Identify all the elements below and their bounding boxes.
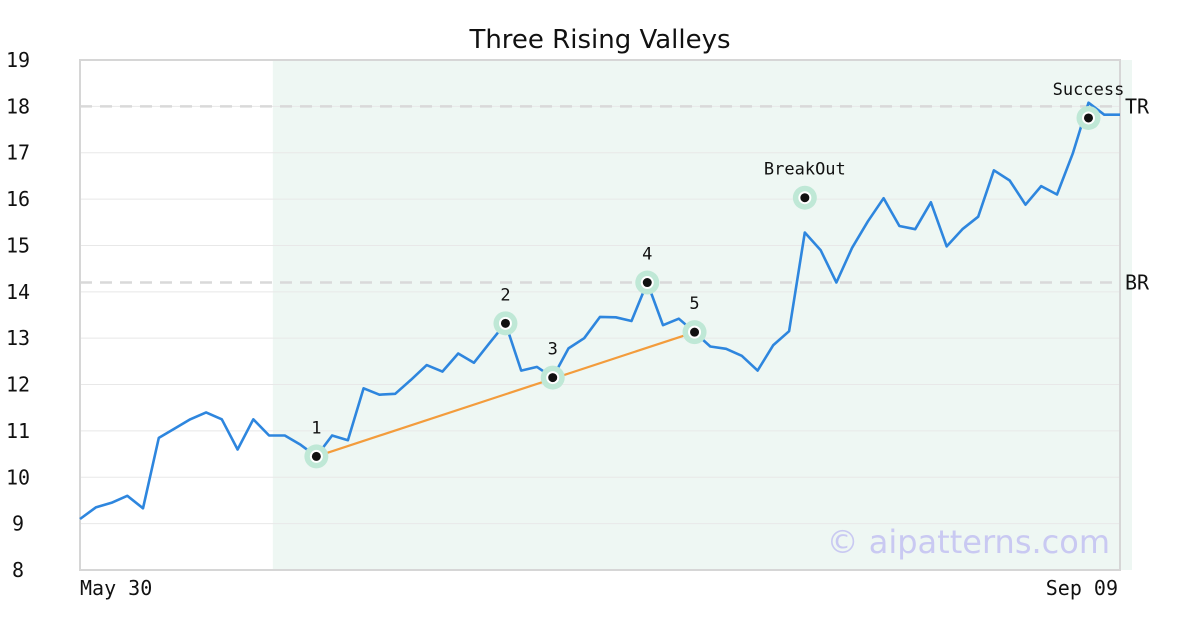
point-marker — [1083, 112, 1094, 123]
y-tick-label: 9 — [12, 512, 24, 536]
y-tick-label: 15 — [6, 233, 30, 257]
y-tick-label: 12 — [6, 373, 30, 397]
y-tick-label: 10 — [6, 465, 30, 489]
point-marker — [642, 277, 653, 288]
point-label: Success — [1053, 80, 1125, 100]
y-tick-label: 11 — [6, 419, 30, 443]
reference-line-label: TR — [1125, 94, 1150, 118]
point-label: 2 — [500, 285, 510, 305]
y-tick-label: 17 — [6, 141, 30, 165]
chart-title: Three Rising Valleys — [468, 25, 730, 55]
y-tick-label: 18 — [6, 94, 30, 118]
reference-line-label: BR — [1125, 271, 1150, 295]
point-marker — [547, 372, 558, 383]
point-label: 1 — [311, 418, 321, 438]
y-tick-label: 8 — [12, 558, 24, 582]
point-label: BreakOut — [764, 160, 846, 180]
point-marker — [311, 451, 322, 462]
point-label: 4 — [642, 245, 652, 265]
y-tick-label: 14 — [6, 280, 30, 304]
pattern-highlight-region — [273, 60, 1132, 570]
y-tick-label: 13 — [6, 326, 30, 350]
y-tick-label: 16 — [6, 187, 30, 211]
point-label: 3 — [548, 340, 558, 360]
point-marker — [689, 327, 700, 338]
point-marker — [500, 318, 511, 329]
point-label: 5 — [689, 294, 699, 314]
y-tick-label: 19 — [6, 48, 30, 72]
watermark: © aipatterns.com — [827, 523, 1110, 561]
x-tick-label: May 30 — [80, 576, 152, 600]
x-tick-label: Sep 09 — [1046, 576, 1118, 600]
point-marker — [799, 192, 810, 203]
